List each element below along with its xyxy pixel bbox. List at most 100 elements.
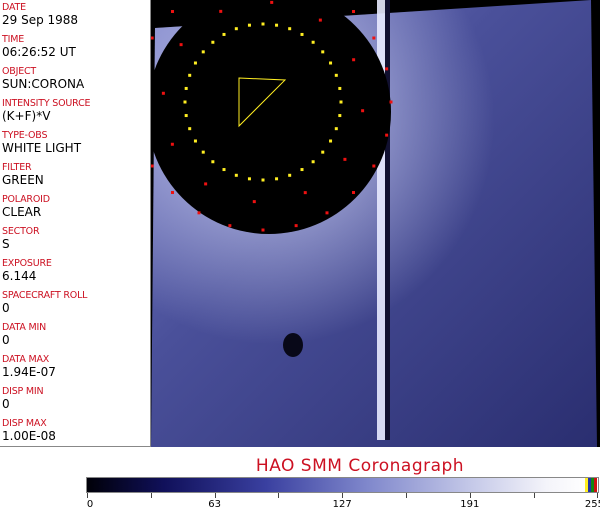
grid-marker bbox=[204, 182, 208, 186]
field-value: CLEAR bbox=[2, 205, 42, 219]
limb-marker bbox=[321, 50, 325, 54]
field-label: SECTOR bbox=[2, 226, 40, 237]
limb-marker bbox=[321, 150, 325, 154]
field-value: 29 Sep 1988 bbox=[2, 13, 79, 27]
grid-marker bbox=[352, 58, 356, 62]
grid-marker bbox=[151, 36, 154, 40]
field-label: DATA MIN bbox=[2, 322, 46, 333]
header-info-panel: DATE 29 Sep 1988 TIME 06:26:52 UT OBJECT SUN:… bbox=[0, 0, 151, 447]
grid-marker bbox=[385, 133, 389, 137]
colorbar-tick bbox=[278, 493, 280, 498]
grid-marker bbox=[352, 9, 356, 13]
limb-marker bbox=[188, 127, 192, 131]
field-value: 1.00E-08 bbox=[2, 429, 56, 443]
grid-marker bbox=[318, 18, 322, 22]
field-value: GREEN bbox=[2, 173, 44, 187]
limb-marker bbox=[211, 160, 215, 164]
grid-marker bbox=[352, 191, 356, 195]
grid-marker bbox=[170, 9, 174, 13]
limb-marker bbox=[275, 177, 279, 181]
limb-marker bbox=[234, 173, 238, 177]
colorbar-tick-label: 0 bbox=[86, 499, 94, 510]
limb-marker bbox=[247, 177, 251, 181]
field-value: WHITE LIGHT bbox=[2, 141, 82, 155]
grid-marker bbox=[343, 157, 347, 161]
field-value: SUN:CORONA bbox=[2, 77, 85, 91]
occulter-disk bbox=[151, 0, 391, 234]
field-exposure: EXPOSURE 6.144 bbox=[2, 258, 52, 283]
limb-marker bbox=[334, 73, 338, 77]
colorbar-tick bbox=[150, 493, 152, 498]
limb-marker bbox=[261, 22, 265, 26]
colorbar-tick-label: 191 bbox=[460, 499, 480, 510]
limb-marker bbox=[222, 168, 226, 172]
grid-marker bbox=[325, 211, 329, 215]
limb-marker bbox=[339, 100, 343, 104]
field-value: S bbox=[2, 237, 10, 251]
colorbar-tick bbox=[597, 493, 599, 498]
grid-marker bbox=[361, 109, 365, 113]
field-polaroid: POLAROID CLEAR bbox=[2, 194, 50, 219]
limb-marker bbox=[211, 40, 215, 44]
grid-marker bbox=[252, 200, 256, 204]
field-label: DATE bbox=[2, 2, 26, 13]
colorbar-tick bbox=[342, 493, 344, 498]
limb-marker bbox=[261, 178, 265, 182]
grid-marker bbox=[372, 36, 376, 40]
field-label: EXPOSURE bbox=[2, 258, 52, 269]
grid-marker bbox=[270, 0, 274, 4]
limb-marker bbox=[201, 150, 205, 154]
field-label: OBJECT bbox=[2, 66, 37, 77]
limb-marker bbox=[338, 114, 342, 118]
limb-marker bbox=[311, 40, 315, 44]
field-label: DISP MIN bbox=[2, 386, 44, 397]
grid-marker bbox=[261, 228, 265, 232]
colorbar-tick bbox=[533, 493, 535, 498]
limb-marker bbox=[300, 32, 304, 36]
colorbar-tick bbox=[406, 493, 407, 498]
field-value: 0 bbox=[2, 333, 10, 347]
colorbar-tick-label: 63 bbox=[208, 499, 221, 510]
grid-marker bbox=[372, 164, 376, 168]
limb-marker bbox=[193, 139, 197, 143]
grid-marker bbox=[228, 224, 232, 228]
instrument-title: HAO SMM Coronagraph bbox=[255, 456, 465, 476]
limb-marker bbox=[334, 127, 338, 131]
field-object: OBJECT SUN:CORONA bbox=[2, 66, 84, 91]
grid-marker bbox=[170, 142, 174, 146]
field-filter: FILTER GREEN bbox=[2, 162, 44, 187]
field-value: 0 bbox=[2, 397, 10, 411]
limb-marker bbox=[288, 173, 292, 177]
coronagraph-image bbox=[151, 0, 600, 447]
dark-spot bbox=[283, 333, 303, 357]
field-intensity-source: INTENSITY SOURCE (K+F)*V bbox=[2, 98, 91, 123]
field-value: 0 bbox=[2, 301, 10, 315]
field-label: INTENSITY SOURCE bbox=[2, 98, 91, 109]
limb-marker bbox=[188, 73, 192, 77]
field-value: 06:26:52 UT bbox=[2, 45, 76, 59]
grid-marker bbox=[385, 67, 389, 71]
field-disp-min: DISP MIN 0 bbox=[2, 386, 44, 411]
limb-marker bbox=[184, 86, 188, 90]
limb-marker bbox=[311, 160, 315, 164]
colorbar-tick-label: 127 bbox=[332, 499, 352, 510]
limb-marker bbox=[183, 100, 187, 104]
field-label: TYPE-OBS bbox=[2, 130, 48, 141]
field-date: DATE 29 Sep 1988 bbox=[2, 2, 78, 27]
field-label: SPACECRAFT ROLL bbox=[2, 290, 88, 301]
field-sector: SECTOR S bbox=[2, 226, 40, 251]
grid-marker bbox=[219, 9, 223, 13]
grid-marker bbox=[179, 43, 183, 47]
field-spacecraft-roll: SPACECRAFT ROLL 0 bbox=[2, 290, 87, 315]
limb-marker bbox=[275, 23, 279, 27]
limb-marker bbox=[288, 27, 292, 31]
field-disp-max: DISP MAX 1.00E-08 bbox=[2, 418, 56, 443]
field-label: DISP MAX bbox=[2, 418, 47, 429]
grid-marker bbox=[151, 164, 154, 168]
limb-marker bbox=[329, 139, 333, 143]
field-time: TIME 06:26:52 UT bbox=[2, 34, 76, 59]
grid-marker bbox=[303, 191, 307, 195]
colorbar-tick bbox=[469, 493, 471, 498]
limb-marker bbox=[329, 61, 333, 65]
field-type-obs: TYPE-OBS WHITE LIGHT bbox=[2, 130, 81, 155]
